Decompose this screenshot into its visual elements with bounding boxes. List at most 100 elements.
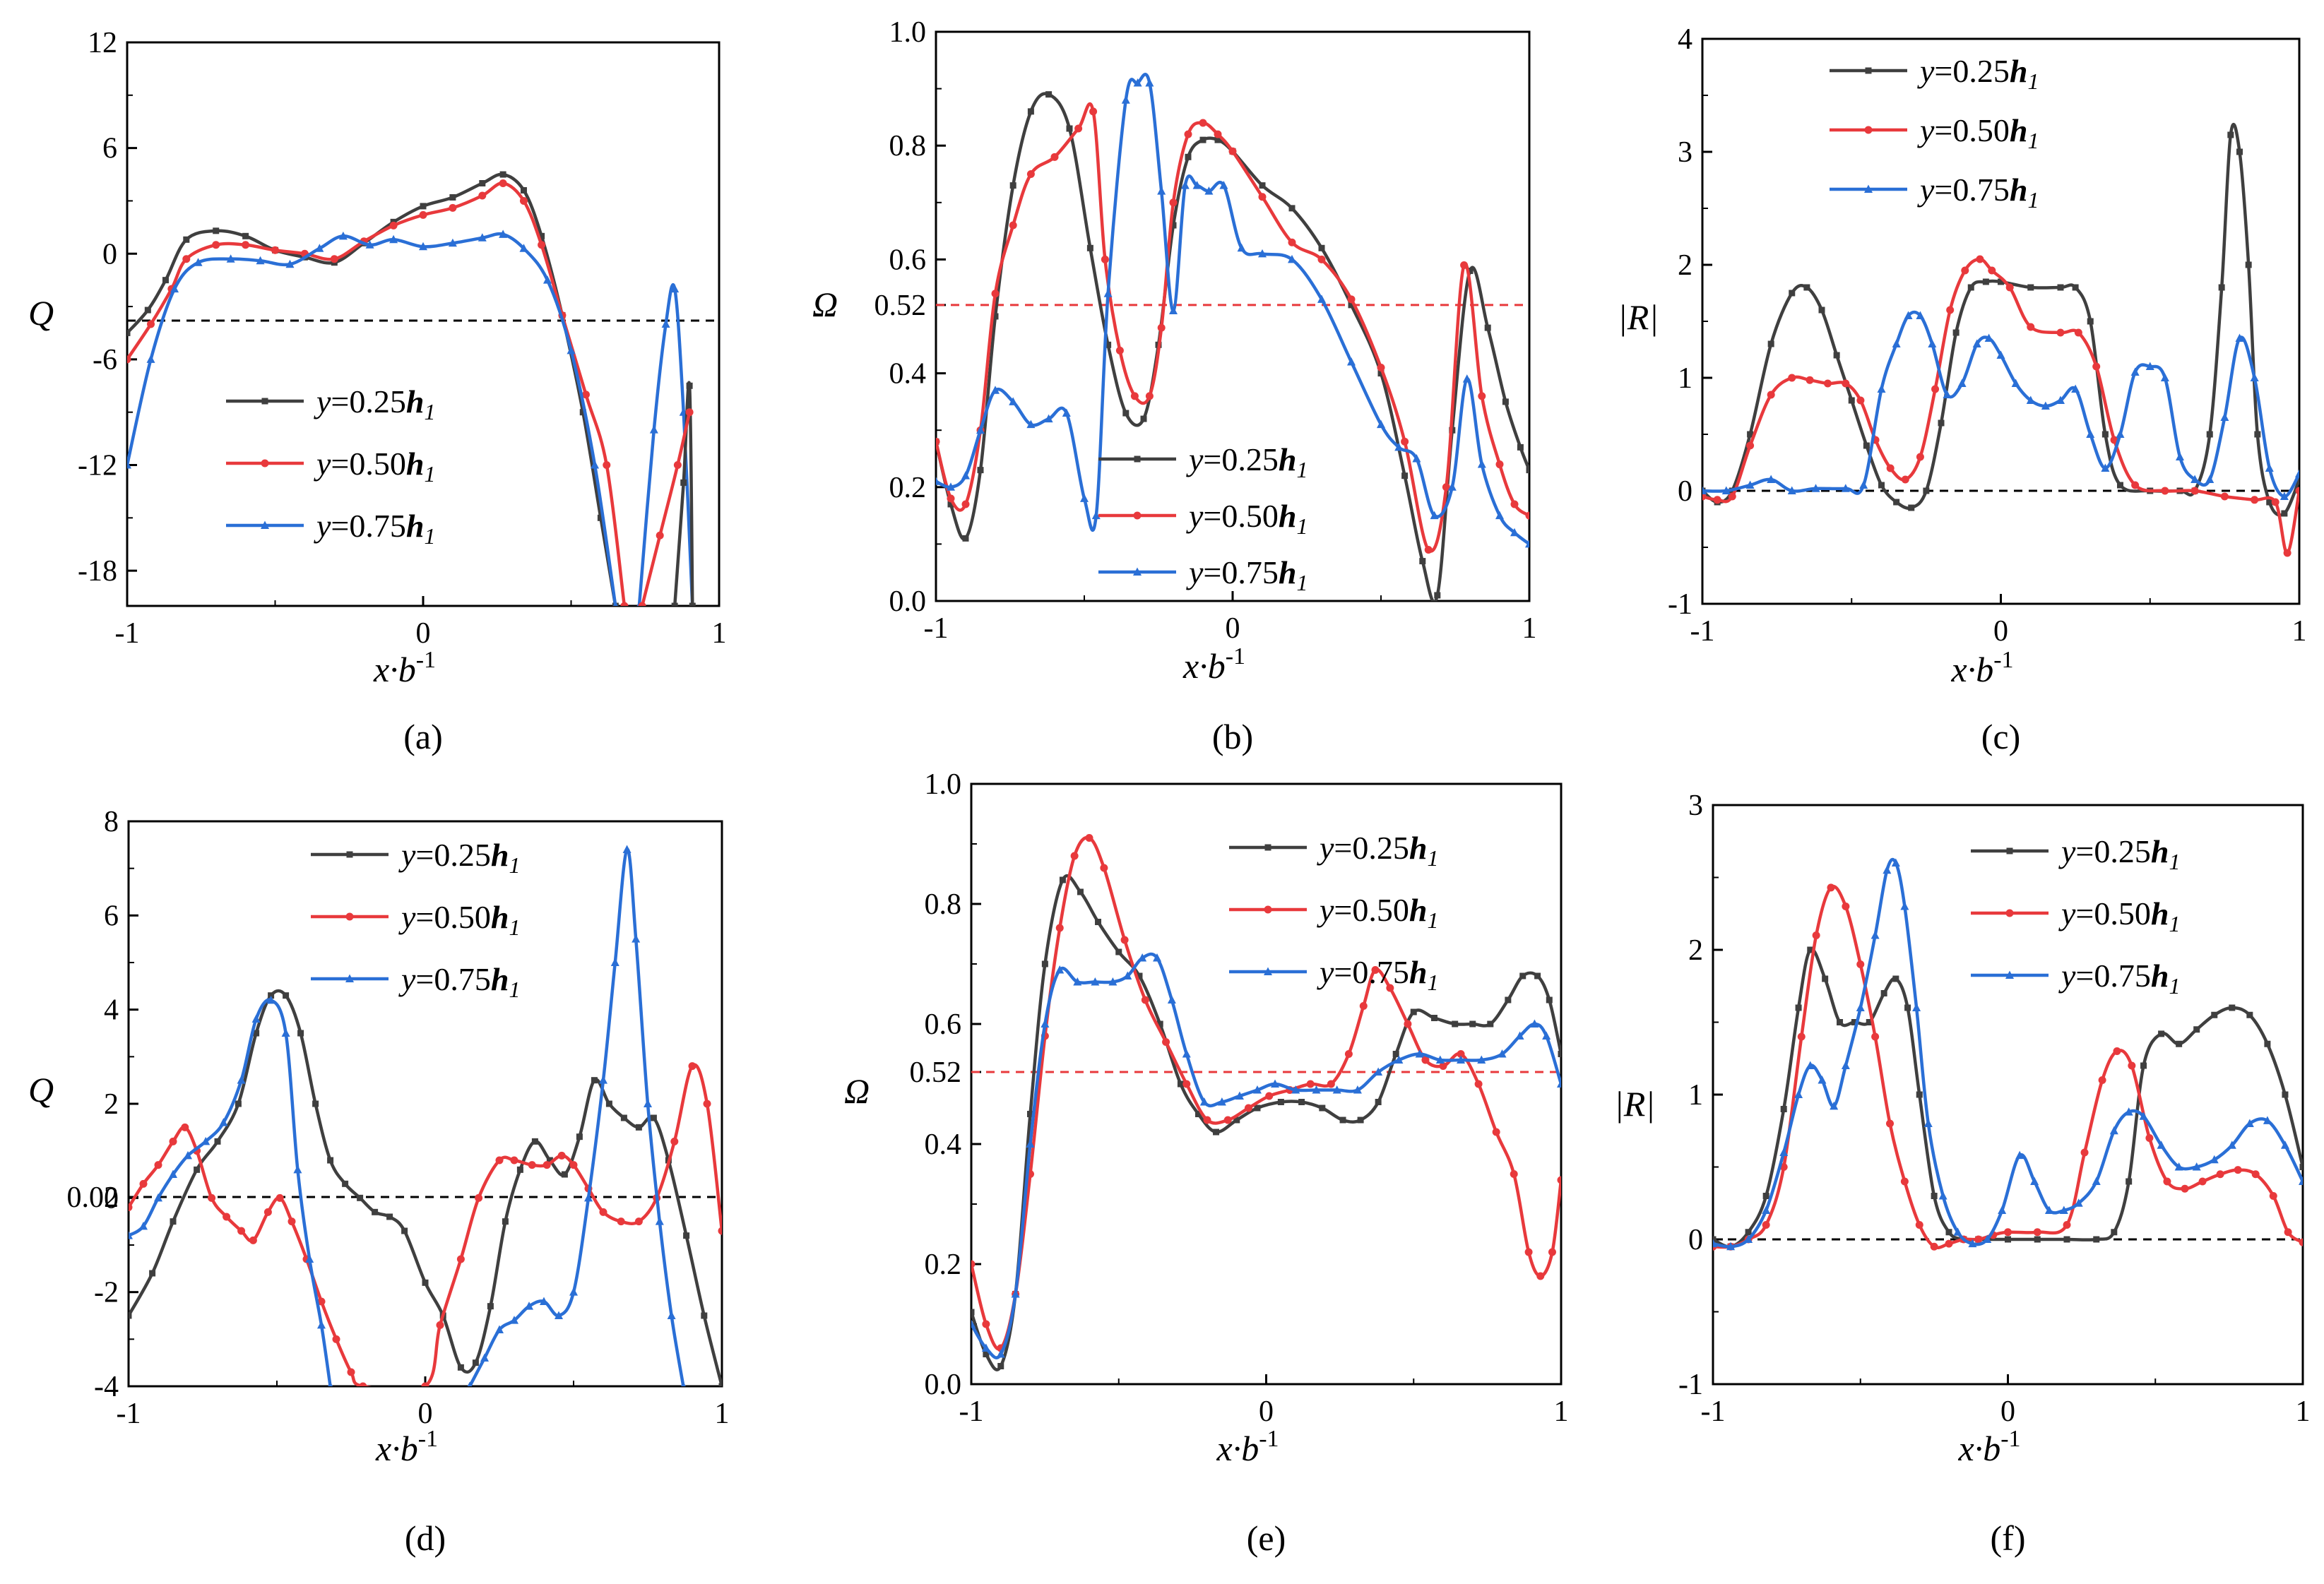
data-point: [2158, 1030, 2165, 1037]
data-point: [184, 1150, 192, 1160]
data-point: [997, 1363, 1004, 1369]
series-group: [971, 834, 1561, 1371]
data-point: [283, 992, 290, 999]
data-point: [146, 355, 155, 363]
series-line-y-0.75h1-right-: [468, 847, 685, 1386]
data-point: [1900, 1177, 1909, 1186]
data-point: [419, 242, 427, 251]
data-point: [1120, 936, 1129, 944]
data-point: [487, 1303, 494, 1310]
chart-panel-1: -18 -12 -6 0 6 12 -1 0 1 y=0.25h1 y=0.50h1 y=0.75h1…: [28, 27, 727, 756]
y-tick-label: 12: [88, 27, 117, 59]
data-point: [1055, 965, 1065, 974]
data-point: [983, 1351, 990, 1357]
data-point: [622, 845, 632, 853]
data-point: [449, 193, 456, 201]
data-point: [499, 179, 507, 187]
data-point: [1931, 385, 1940, 393]
data-point: [1767, 475, 1776, 483]
x-tick-label: -1: [1701, 1395, 1726, 1428]
legend-marker: [1264, 967, 1272, 975]
data-point: [1462, 374, 1471, 383]
data-point: [144, 306, 151, 314]
data-point: [2110, 436, 2118, 444]
data-point: [1866, 1019, 1873, 1025]
data-point: [1288, 205, 1296, 212]
data-point: [1901, 475, 1909, 484]
data-point: [2264, 1040, 2271, 1047]
data-point: [1931, 1193, 1938, 1199]
data-point: [597, 514, 604, 521]
series-group: [1702, 123, 2299, 557]
data-point: [2251, 1170, 2260, 1179]
data-point: [1478, 392, 1486, 400]
data-point: [1177, 1080, 1184, 1088]
data-point: [671, 602, 678, 606]
panel-caption: (b): [1212, 717, 1253, 756]
data-point: [1424, 545, 1433, 554]
data-point: [1085, 834, 1093, 842]
data-point: [1442, 483, 1450, 492]
data-point: [1893, 499, 1900, 506]
data-point: [1915, 1221, 1923, 1229]
data-point: [1091, 511, 1101, 520]
data-point: [1762, 1193, 1769, 1199]
data-point: [1945, 1229, 1952, 1236]
data-point: [1258, 193, 1267, 201]
y-tick-label: 4: [1678, 23, 1692, 56]
y-tick-label: 8: [104, 806, 119, 838]
data-point: [620, 1114, 627, 1121]
data-point: [1162, 1038, 1170, 1046]
data-point: [472, 1359, 479, 1366]
data-point: [718, 1383, 722, 1386]
legend-label: y=0.50h1: [314, 446, 435, 487]
data-point: [419, 210, 427, 219]
data-point: [936, 477, 940, 485]
data-point: [1318, 244, 1325, 251]
data-point: [330, 255, 338, 263]
series-line-y-0.75h1: [129, 998, 332, 1386]
data-point: [2174, 1162, 2183, 1171]
series-line-y-0.25h1-tip-: [672, 381, 694, 606]
data-point: [667, 1311, 676, 1319]
data-point: [1317, 294, 1326, 303]
data-point: [1794, 1090, 1803, 1098]
data-point: [1115, 948, 1122, 955]
data-point: [170, 284, 179, 293]
legend-marker: [2005, 970, 2014, 979]
data-point: [212, 241, 220, 249]
legend-marker: [1264, 905, 1272, 914]
legend-marker: [1864, 126, 1873, 134]
y-tick-label: 0.2: [925, 1249, 962, 1281]
panel-caption: (d): [405, 1518, 446, 1558]
data-point: [1762, 1205, 1771, 1214]
data-point: [129, 1231, 133, 1239]
data-point: [1823, 379, 1832, 388]
data-point: [162, 277, 169, 284]
data-point: [1469, 1020, 1476, 1028]
legend-marker: [2005, 909, 2014, 917]
data-point: [2161, 487, 2169, 495]
y-tick-label: 1.0: [889, 16, 927, 49]
data-point: [2220, 412, 2229, 421]
data-point: [1011, 1290, 1020, 1298]
data-point: [1199, 1097, 1209, 1106]
data-point: [1916, 453, 1924, 461]
data-point: [947, 482, 955, 491]
data-point: [1548, 1248, 1556, 1256]
data-point: [685, 408, 694, 417]
data-point: [1199, 136, 1207, 143]
data-point: [1806, 1061, 1815, 1069]
panel-caption: (a): [403, 717, 443, 756]
data-point: [2263, 1116, 2272, 1124]
data-point: [1859, 480, 1868, 489]
chart-panel-3: -1 0 1 2 3 4 -1 0 1 y=0.25h1 y=0.50h1 y=0.75h1 |R| x·…: [1618, 23, 2307, 756]
data-point: [1923, 1119, 1933, 1127]
data-point: [129, 1203, 133, 1212]
data-point: [688, 1062, 696, 1071]
data-point: [976, 425, 985, 434]
data-point: [1878, 482, 1885, 489]
legend-marker: [1133, 567, 1142, 576]
data-point: [1477, 1055, 1486, 1064]
data-point: [1807, 946, 1814, 953]
